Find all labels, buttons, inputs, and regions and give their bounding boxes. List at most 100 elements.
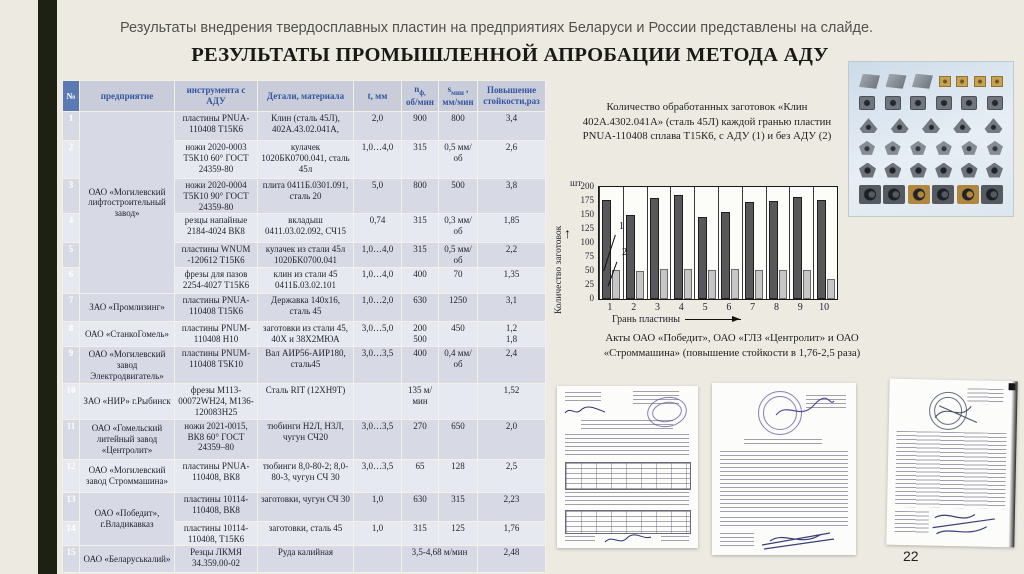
cell-detail: тюбинги Н2Л, Н3Л, чугун СЧ20 [257, 418, 354, 460]
cell-tool: ножи 2021-0015, ВК8 60° ГОСТ 24359–80 [174, 418, 258, 460]
carbide-insert-tri [984, 118, 1003, 134]
cell-n: 200 500 [401, 321, 439, 348]
cell-tool: Резцы ЛКМЯ 34.359.00-02 [174, 545, 258, 574]
chart-plot: 1 2 [598, 186, 838, 300]
bar-series1-face7 [745, 202, 755, 299]
cell-company: ЗАО «НИР» г.Рыбинск [79, 383, 175, 420]
doc2-footer-lines [720, 533, 754, 547]
x-tick-label: 4 [678, 302, 684, 313]
cell-num: 10 [62, 383, 80, 420]
chart-category [622, 187, 647, 299]
doc2-round-stamp-icon [758, 391, 802, 435]
y-axis-arrow-icon: ↑ [564, 227, 571, 242]
cell-company: ОАО «Могилевский лифтостроительный завод… [79, 110, 175, 295]
x-tick-label: 9 [797, 302, 803, 313]
cell-detail: заготовки, чугун СЧ 30 [257, 491, 354, 522]
cell-n: 315 [401, 140, 439, 179]
bar-series1-face6 [721, 211, 731, 299]
col-header-tool: инструмента с АДУ [174, 80, 258, 112]
cell-t [353, 383, 402, 420]
carbide-insert-gsq [956, 75, 968, 87]
doc1-paragraph-lines [565, 434, 689, 458]
col-header-s: sмин , мм/мин [438, 80, 478, 112]
cell-company: ОАО «Победит», г.Владикавказ [79, 491, 175, 547]
carbide-insert-pent [935, 140, 952, 155]
bar-series2-face3 [659, 268, 668, 299]
chart-category [694, 187, 718, 299]
cell-num: 9 [62, 346, 80, 385]
carbide-insert-sqh [961, 96, 978, 111]
doc1-footer-lines [565, 536, 595, 543]
chart-category [741, 187, 766, 299]
bar-series2-face10 [826, 279, 835, 299]
x-tick-label: 6 [726, 302, 732, 313]
bar-series2-face8 [778, 269, 787, 299]
cell-detail: кулачек из стали 45л 1020БК0700.041 [257, 242, 354, 269]
cell-num: 2 [62, 140, 80, 179]
cell-n: 315 [401, 242, 439, 269]
doc1-signature-icon [564, 406, 606, 414]
cell-gain: 3,4 [477, 111, 546, 141]
results-table: № предприятие инструмента с АДУ Детали, … [62, 80, 546, 574]
cell-gain: 1,35 [477, 267, 546, 295]
y-tick-label: 175 [580, 195, 595, 205]
carbide-insert-gsq [991, 75, 1003, 87]
cell-s: 0,5 мм/об [438, 242, 478, 269]
carbide-insert-pent [986, 140, 1003, 155]
cell-tool: ножи 2020-0003 Т5К10 60° ГОСТ 24359-80 [174, 140, 258, 179]
cell-detail: заготовки из стали 45, 40Х и 38Х2МЮА [257, 321, 354, 348]
cell-detail: кулачек 1020БК0700.041, сталь 45л [257, 140, 354, 179]
cell-n: 135 м/мин [401, 383, 439, 420]
carbide-insert-tri [859, 118, 878, 134]
series2-callout: 2 [622, 247, 627, 258]
y-tick-label: 125 [580, 223, 595, 233]
x-tick-label: 3 [654, 302, 660, 313]
cell-n: 315 [401, 520, 439, 547]
doc3-scan-edge [1008, 381, 1018, 548]
cell-tool: пластины WNUM -120612 Т15К6 [174, 242, 258, 269]
doc2-paragraph-lines [720, 451, 848, 513]
doc1-header-lines [565, 392, 601, 404]
col-header-detail: Детали, материала [257, 80, 354, 112]
chart-caption: Количество обработанных заготовок «Клин … [582, 101, 832, 143]
col-header-company: предприятие [79, 80, 175, 112]
cell-gain: 3,8 [477, 177, 546, 215]
y-tick-label: 75 [585, 251, 594, 261]
carbide-insert-sqh [884, 96, 901, 111]
cell-t: 1,0…4,0 [353, 140, 402, 179]
doc3-stamp-signature-icon [934, 405, 978, 424]
x-tick-label: 7 [750, 302, 756, 313]
cell-s: 1250 [438, 293, 478, 323]
cell-tool: пластины 10114-110408, Т15К6 [174, 520, 258, 547]
inserts-row [859, 73, 1003, 89]
cell-s: 128 [438, 458, 478, 493]
chart-category [717, 187, 742, 299]
cell-gain: 2,4 [477, 346, 546, 385]
cell-ns: 3,5-4,68 м/мин [401, 545, 478, 574]
carbide-insert-pent [859, 140, 875, 155]
doc2-heading-lines [744, 439, 822, 447]
y-tick-label: 25 [585, 279, 594, 289]
chart-category [646, 187, 671, 299]
cell-t: 1,0 [353, 520, 402, 547]
inserts-row [859, 96, 1003, 111]
cell-t: 3,0…3,5 [353, 418, 402, 460]
y-tick-label: 200 [580, 181, 595, 191]
x-tick-label: 1 [607, 302, 613, 313]
results-table-wrap: № предприятие инструмента с АДУ Детали, … [62, 80, 546, 574]
carbide-insert-penth [935, 162, 953, 178]
doc1-table-2 [565, 510, 691, 534]
cell-tool: резцы напайные 2184-4024 ВК8 [174, 213, 258, 244]
cell-tool: пластины 10114-110408, ВК8 [174, 491, 258, 522]
cell-tool: пластины PNUA-110408 Т15К6 [174, 293, 258, 323]
carbide-insert-rhomb [912, 73, 933, 89]
cell-detail: клин из стали 45 0411Б.03.02.101 [257, 267, 354, 295]
carbide-insert-tri [953, 118, 972, 134]
carbide-insert-tri [890, 118, 909, 134]
cell-num: 4 [62, 213, 80, 244]
carbide-insert-bsq [932, 185, 955, 205]
cell-detail: Руда калийная [257, 545, 354, 574]
cell-detail: Клин (сталь 45Л), 402А.43.02.041А, [257, 111, 354, 141]
cell-num: 6 [62, 267, 80, 295]
table-row: 1 ОАО «Могилевский лифтостроительный заво… [62, 110, 546, 295]
